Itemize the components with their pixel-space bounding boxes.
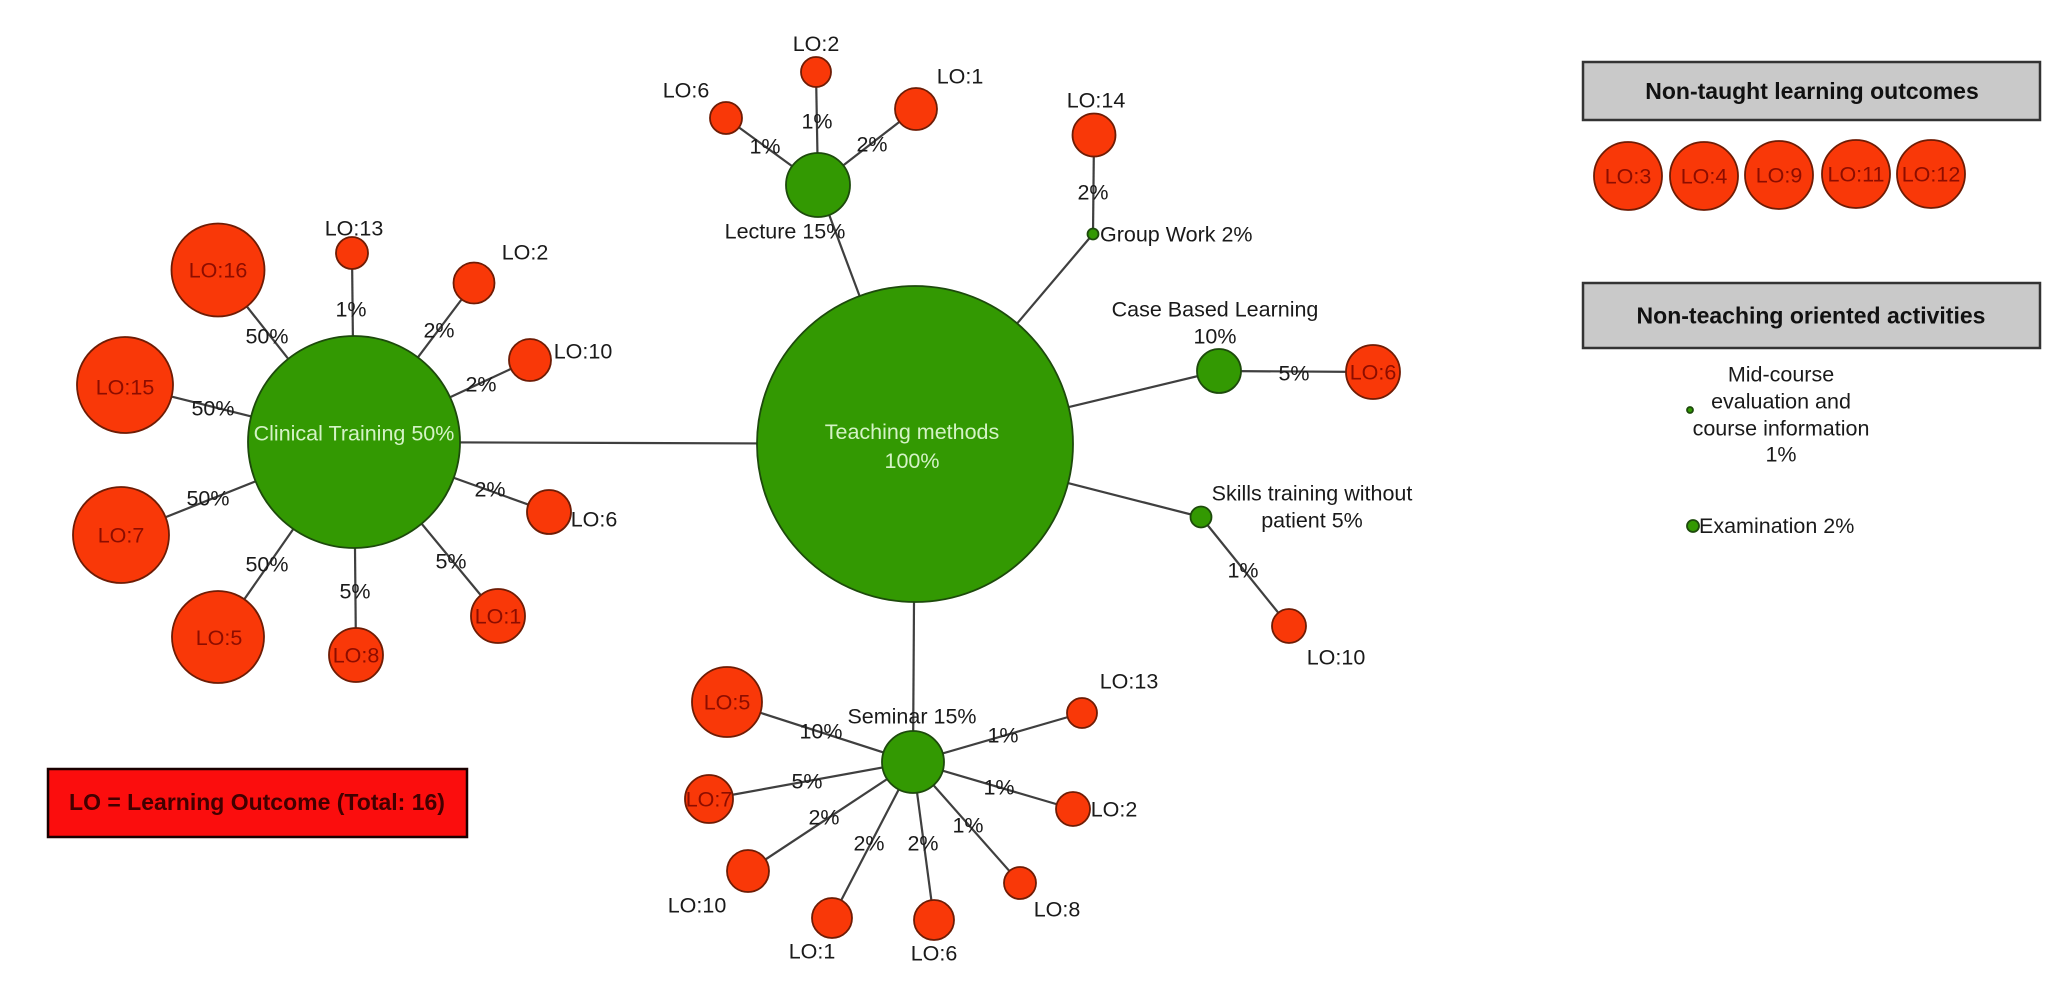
- svg-text:Non-teaching oriented activiti: Non-teaching oriented activities: [1637, 303, 1986, 329]
- svg-text:LO:13: LO:13: [325, 217, 384, 241]
- svg-text:2%: 2%: [853, 832, 884, 856]
- svg-text:LO:6: LO:6: [571, 508, 618, 532]
- svg-text:LO:1: LO:1: [937, 65, 984, 89]
- svg-text:1%: 1%: [987, 724, 1018, 748]
- svg-text:LO:14: LO:14: [1067, 89, 1126, 113]
- svg-text:Non-taught learning outcomes: Non-taught learning outcomes: [1645, 78, 1979, 104]
- svg-text:evaluation and: evaluation and: [1711, 390, 1851, 414]
- svg-text:LO:5: LO:5: [704, 691, 751, 715]
- svg-text:LO:12: LO:12: [1902, 163, 1961, 187]
- svg-text:LO:11: LO:11: [1828, 163, 1885, 187]
- svg-text:2%: 2%: [465, 373, 496, 397]
- svg-text:LO:8: LO:8: [333, 644, 380, 668]
- svg-text:2%: 2%: [423, 319, 454, 343]
- svg-text:5%: 5%: [339, 580, 370, 604]
- svg-text:1%: 1%: [1765, 443, 1796, 467]
- svg-text:1%: 1%: [983, 776, 1014, 800]
- svg-text:Clinical Training 50%: Clinical Training 50%: [254, 422, 455, 446]
- svg-text:course information: course information: [1693, 417, 1870, 441]
- svg-text:2%: 2%: [808, 806, 839, 830]
- svg-text:LO:8: LO:8: [1034, 898, 1081, 922]
- svg-text:LO:2: LO:2: [502, 241, 549, 265]
- svg-text:50%: 50%: [191, 397, 234, 421]
- svg-text:LO:4: LO:4: [1681, 165, 1728, 189]
- svg-text:1%: 1%: [335, 298, 366, 322]
- svg-text:1%: 1%: [952, 814, 983, 838]
- svg-text:LO:6: LO:6: [911, 942, 958, 966]
- svg-text:LO:2: LO:2: [793, 32, 840, 56]
- svg-text:50%: 50%: [186, 487, 229, 511]
- svg-text:Seminar 15%: Seminar 15%: [847, 705, 976, 729]
- svg-text:2%: 2%: [474, 478, 505, 502]
- svg-text:Teaching methods: Teaching methods: [825, 420, 1000, 444]
- svg-text:10%: 10%: [1193, 325, 1236, 349]
- svg-text:100%: 100%: [885, 449, 940, 473]
- svg-text:Lecture 15%: Lecture 15%: [725, 220, 846, 244]
- svg-text:1%: 1%: [801, 110, 832, 134]
- svg-text:Skills training without: Skills training without: [1212, 482, 1413, 506]
- svg-text:Examination 2%: Examination 2%: [1699, 514, 1854, 538]
- svg-text:LO:9: LO:9: [1756, 164, 1803, 188]
- svg-text:5%: 5%: [791, 770, 822, 794]
- svg-text:LO:13: LO:13: [1100, 670, 1159, 694]
- svg-text:LO:2: LO:2: [1091, 798, 1138, 822]
- svg-text:LO:7: LO:7: [686, 788, 733, 812]
- svg-text:LO:3: LO:3: [1605, 165, 1652, 189]
- svg-text:5%: 5%: [1278, 362, 1309, 386]
- svg-text:LO:15: LO:15: [96, 376, 155, 400]
- svg-text:LO = Learning Outcome (Total:: LO = Learning Outcome (Total: 16): [69, 789, 445, 815]
- svg-text:LO:1: LO:1: [475, 605, 522, 629]
- svg-text:LO:10: LO:10: [554, 340, 613, 364]
- svg-text:50%: 50%: [245, 325, 288, 349]
- svg-text:LO:7: LO:7: [98, 524, 145, 548]
- svg-text:LO:10: LO:10: [668, 894, 727, 918]
- svg-text:LO:6: LO:6: [663, 79, 710, 103]
- svg-text:10%: 10%: [799, 720, 842, 744]
- svg-text:50%: 50%: [245, 553, 288, 577]
- svg-text:2%: 2%: [1077, 181, 1108, 205]
- svg-text:LO:1: LO:1: [789, 940, 836, 964]
- svg-text:2%: 2%: [907, 832, 938, 856]
- svg-text:LO:10: LO:10: [1307, 646, 1366, 670]
- svg-text:1%: 1%: [749, 135, 780, 159]
- svg-text:5%: 5%: [435, 550, 466, 574]
- svg-text:Group Work 2%: Group Work 2%: [1100, 223, 1253, 247]
- svg-text:Mid-course: Mid-course: [1728, 363, 1834, 387]
- svg-text:1%: 1%: [1227, 559, 1258, 583]
- svg-text:LO:6: LO:6: [1350, 361, 1397, 385]
- svg-text:Case Based Learning: Case Based Learning: [1112, 298, 1319, 322]
- svg-text:LO:5: LO:5: [196, 626, 243, 650]
- svg-text:LO:16: LO:16: [189, 259, 248, 283]
- svg-text:patient 5%: patient 5%: [1261, 509, 1363, 533]
- svg-text:2%: 2%: [856, 133, 887, 157]
